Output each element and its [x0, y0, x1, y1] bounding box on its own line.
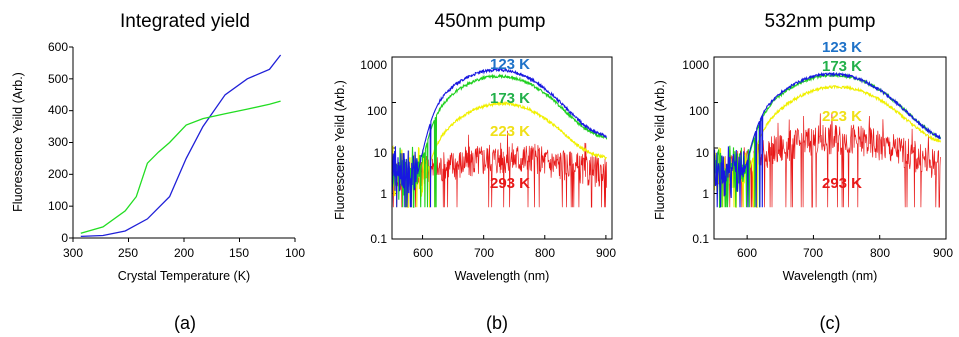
- chart-a-ytick-label: 200: [48, 167, 68, 181]
- chart-b-x-axis-label: Wavelength (nm): [455, 269, 550, 283]
- chart-c-y-ticks: 0.1 1 10 100 1000: [682, 58, 709, 246]
- chart-c-ytick-label: 0.1: [692, 232, 709, 246]
- chart-c-ytick-label: 1000: [682, 58, 709, 72]
- chart-a-ytick-label: 400: [48, 103, 68, 117]
- chart-integrated-yield: Integrated yield 300 250 200 150 100 0 1…: [11, 11, 305, 333]
- chart-b-x-ticks: 600 700 800 900: [413, 246, 616, 260]
- chart-series-line-123k: [713, 71, 941, 208]
- chart-series-line-173k: [391, 73, 608, 208]
- chart-a-title: Integrated yield: [120, 11, 250, 32]
- chart-c-annotation: 173 K: [822, 58, 862, 75]
- chart-a-series-line: [80, 100, 281, 234]
- chart-c-ytick-label: 1: [702, 187, 709, 201]
- chart-series-line-123k: [391, 66, 607, 208]
- chart-b-ytick-label: 10: [374, 146, 388, 160]
- chart-c-y-axis-label: Fluorescence Yeild (Arb.): [653, 80, 667, 220]
- chart-a-ytick-label: 600: [48, 40, 68, 54]
- chart-a-xtick-label: 100: [285, 246, 305, 260]
- chart-b-annotation: 223 K: [490, 123, 530, 140]
- chart-c-annotation: 293 K: [822, 175, 862, 192]
- chart-b-annotation: 173 K: [490, 90, 530, 107]
- chart-a-ytick-label: 0: [61, 231, 68, 245]
- chart-c-xtick-label: 600: [737, 246, 757, 260]
- chart-b-ytick-label: 0.1: [370, 232, 387, 246]
- chart-b-panel-label: (b): [486, 313, 508, 333]
- chart-a-plot-area: [69, 46, 296, 242]
- chart-a-xtick-label: 250: [118, 246, 138, 260]
- chart-c-title: 532nm pump: [765, 11, 876, 32]
- chart-a-xtick-label: 300: [63, 246, 83, 260]
- chart-c-annotation: 223 K: [822, 108, 862, 125]
- chart-b-frame: [391, 56, 613, 240]
- chart-a-y-axis-label: Fluorescence Yeild (Arb.): [11, 72, 25, 212]
- chart-b-y-ticks: 0.1 1 10 100 1000: [360, 58, 387, 246]
- chart-b-ytick-label: 100: [367, 104, 387, 118]
- chart-b-ytick-label: 1000: [360, 58, 387, 72]
- chart-a-xtick-label: 200: [174, 246, 194, 260]
- chart-b-ytick-label: 1: [380, 187, 387, 201]
- chart-c-xtick-label: 800: [870, 246, 890, 260]
- chart-532nm-pump: 532nm pump 600 700 800 900 0.1 1 10 100 …: [653, 11, 953, 333]
- chart-a-ytick-label: 300: [48, 135, 68, 149]
- chart-b-xtick-label: 900: [596, 246, 616, 260]
- chart-a-series-line: [80, 54, 282, 238]
- chart-b-y-axis-label: Fluorescence Yeild (Arb.): [333, 80, 347, 220]
- chart-b-xtick-label: 800: [535, 246, 555, 260]
- chart-b-xtick-label: 600: [413, 246, 433, 260]
- chart-a-xtick-label: 150: [229, 246, 249, 260]
- chart-b-annotation: 123 K: [490, 56, 530, 73]
- chart-c-annotation: 123 K: [822, 39, 862, 56]
- chart-a-x-ticks: 300 250 200 150 100: [63, 246, 305, 260]
- chart-450nm-pump: 450nm pump 600 700 800 900 0.1 1 10 100 …: [333, 11, 616, 333]
- chart-c-plot-area: [713, 56, 947, 240]
- chart-a-x-axis-label: Crystal Temperature (K): [118, 269, 250, 283]
- chart-b-annotation: 293 K: [490, 175, 530, 192]
- chart-a-ytick-label: 500: [48, 72, 68, 86]
- chart-a-ytick-label: 100: [48, 199, 68, 213]
- chart-c-panel-label: (c): [820, 313, 841, 333]
- chart-c-ytick-label: 10: [696, 146, 710, 160]
- chart-series-line-223k: [713, 84, 941, 208]
- chart-b-plot-area: [391, 56, 608, 240]
- chart-c-xtick-label: 900: [933, 246, 953, 260]
- chart-b-title: 450nm pump: [435, 11, 546, 32]
- chart-c-ytick-label: 100: [689, 104, 709, 118]
- chart-a-y-ticks: 0 100 200 300 400 500 600: [48, 40, 68, 245]
- chart-c-x-axis-label: Wavelength (nm): [783, 269, 878, 283]
- chart-c-xtick-label: 700: [803, 246, 823, 260]
- chart-a-panel-label: (a): [174, 313, 196, 333]
- chart-c-x-ticks: 600 700 800 900: [737, 246, 953, 260]
- chart-c-frame: [713, 56, 947, 240]
- chart-series-line-293k: [713, 112, 941, 208]
- chart-b-xtick-label: 700: [474, 246, 494, 260]
